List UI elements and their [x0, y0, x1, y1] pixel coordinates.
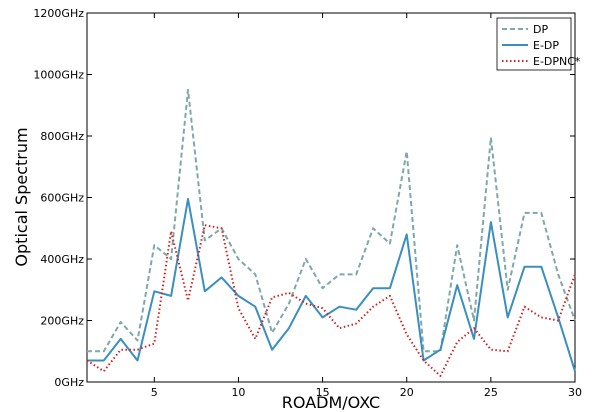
x-tick-label: 15 [316, 386, 330, 399]
legend-label: DP [533, 23, 548, 36]
legend-label: E-DPNC* [533, 55, 581, 68]
x-axis-title: ROADM/OXC [282, 393, 380, 412]
series-layer [86, 88, 576, 377]
series-line-e-dp [87, 198, 576, 372]
y-tick-label: 0GHz [54, 376, 84, 389]
y-tick-label: 1000GHz [33, 69, 84, 82]
y-tick-label: 1200GHz [33, 7, 84, 20]
x-axis: 5 10 15 20 25 30 [151, 13, 582, 399]
y-axis-title: Optical Spectrum [12, 127, 31, 266]
series-line-dp [87, 88, 576, 353]
legend: DP E-DP E-DPNC* [496, 17, 581, 71]
y-tick-label: 400GHz [40, 253, 84, 266]
y-tick-label: 800GHz [40, 130, 84, 143]
plot-area [86, 12, 576, 383]
x-tick-label: 5 [151, 386, 158, 399]
x-tick-label: 20 [400, 386, 414, 399]
legend-label: E-DP [533, 39, 559, 52]
x-tick-label: 25 [484, 386, 498, 399]
y-tick-label: 600GHz [40, 192, 84, 205]
series-line-e-dpnc [86, 224, 576, 377]
y-axis: 0GHz 200GHz 400GHz 600GHz 800GHz 1000GHz 1200G… [33, 7, 575, 389]
x-tick-label: 10 [231, 386, 245, 399]
x-tick-label: 30 [568, 386, 582, 399]
y-tick-label: 200GHz [40, 315, 84, 328]
